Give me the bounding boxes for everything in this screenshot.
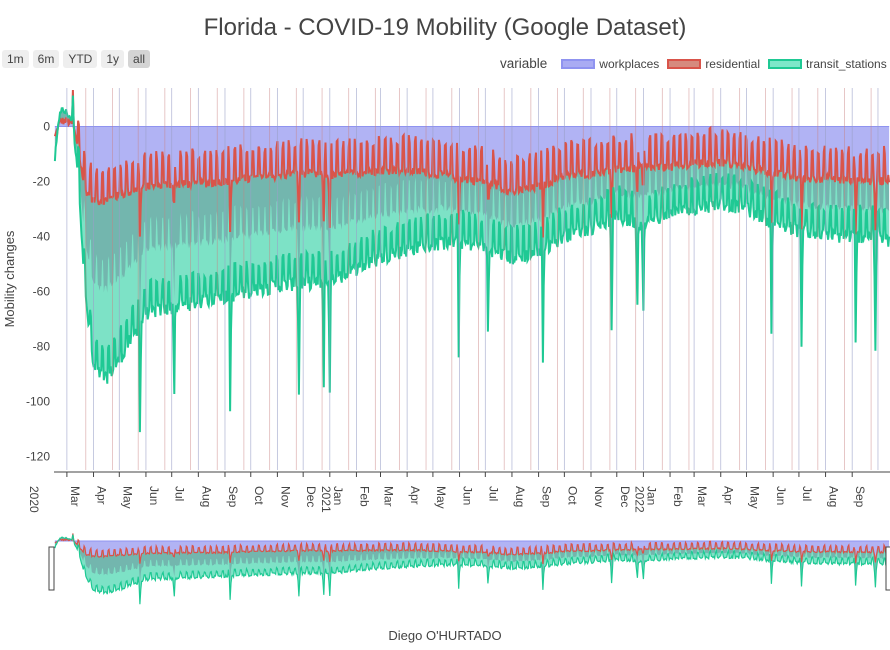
y-tick-label: -60 xyxy=(33,284,51,298)
range-button-1m[interactable]: 1m xyxy=(2,50,29,68)
y-tick-label: -120 xyxy=(26,449,50,463)
x-tick-label: Feb xyxy=(357,486,371,507)
x-year-label: 2021 xyxy=(319,486,333,513)
x-tick-label: Sep xyxy=(853,486,867,508)
legend-item-transit-stations[interactable]: transit_stations xyxy=(768,57,887,71)
legend-title: variable xyxy=(500,56,548,71)
range-button-1y[interactable]: 1y xyxy=(101,50,125,68)
x-tick-label: Jan xyxy=(331,486,345,505)
transit-stations-area xyxy=(54,92,890,433)
x-tick-label: Aug xyxy=(827,486,841,507)
y-tick-label: -40 xyxy=(33,229,51,243)
x-tick-label: Apr xyxy=(722,486,736,505)
x-tick-label: Nov xyxy=(278,486,292,507)
x-tick-label: Dec xyxy=(618,486,632,507)
y-tick-label: -100 xyxy=(26,394,50,408)
range-slider-handle-right[interactable] xyxy=(885,546,890,591)
chart-title: Florida - COVID-19 Mobility (Google Data… xyxy=(203,14,687,41)
x-tick-label: Aug xyxy=(513,486,527,507)
x-year-label: 2022 xyxy=(632,486,646,513)
x-tick-label: Oct xyxy=(252,486,266,505)
legend-label: workplaces xyxy=(599,56,660,71)
legend-item-workplaces[interactable]: workplaces xyxy=(561,57,659,71)
range-slider-handle-left[interactable] xyxy=(48,546,55,591)
y-tick-label: -20 xyxy=(33,174,51,188)
legend-swatch xyxy=(768,58,803,69)
residential-line xyxy=(54,533,890,564)
y-tick-label: 0 xyxy=(43,119,50,133)
transit-stations-line xyxy=(53,95,890,433)
x-tick-label: Jul xyxy=(800,486,814,501)
range-button-all[interactable]: all xyxy=(128,50,151,68)
x-tick-label: Sep xyxy=(226,486,240,508)
legend-label: residential xyxy=(705,56,761,71)
x-tick-label: Jun xyxy=(147,486,161,505)
x-tick-label: Feb xyxy=(671,486,685,507)
legend-item-residential[interactable]: residential xyxy=(667,57,760,71)
x-tick-label: May xyxy=(120,486,134,509)
range-button-ytd[interactable]: YTD xyxy=(63,50,98,68)
y-tick-label: -80 xyxy=(33,339,51,353)
residential-line xyxy=(53,89,890,238)
x-tick-label: Mar xyxy=(381,486,395,507)
x-axis: Mar Apr May Jun Jul Aug Sep Oct Nov Dec Jan Feb Mar A… xyxy=(27,471,890,513)
transit-stations-area xyxy=(54,533,890,605)
transit-stations-line xyxy=(54,534,890,605)
x-axis-credit: Diego O'HURTADO xyxy=(388,628,502,643)
x-tick-label: Mar xyxy=(68,486,82,507)
x-tick-label: May xyxy=(748,486,762,509)
x-tick-label: Nov xyxy=(592,486,606,507)
range-slider[interactable] xyxy=(48,533,890,605)
legend: variable workplaces residential transit_st… xyxy=(500,56,890,71)
x-tick-label: Jan xyxy=(644,486,658,505)
x-tick-label: Jun xyxy=(461,486,475,505)
legend-swatch xyxy=(667,58,702,69)
month-gridlines xyxy=(66,88,879,470)
x-tick-label: Jun xyxy=(774,486,788,505)
x-tick-label: Oct xyxy=(565,486,579,505)
x-year-label: 2020 xyxy=(27,486,41,513)
x-tick-label: Aug xyxy=(199,486,213,507)
legend-swatch xyxy=(561,58,596,69)
x-tick-label: Apr xyxy=(408,486,422,505)
x-tick-label: Jul xyxy=(486,486,500,501)
x-tick-label: May xyxy=(434,486,448,509)
range-button-6m[interactable]: 6m xyxy=(32,50,60,68)
x-tick-label: Apr xyxy=(95,486,109,505)
x-tick-label: Dec xyxy=(304,486,318,507)
range-selector: 1m 6m YTD 1y all xyxy=(2,50,151,68)
x-tick-label: Sep xyxy=(540,486,554,508)
main-plot[interactable] xyxy=(53,89,890,433)
x-tick-label: Mar xyxy=(695,486,709,507)
y-axis: 0 -20 -40 -60 -80 -100 -120 Mobility changes xyxy=(2,119,50,463)
legend-label: transit_stations xyxy=(806,56,887,71)
x-tick-label: Jul xyxy=(173,486,187,501)
y-axis-title: Mobility changes xyxy=(2,230,17,327)
